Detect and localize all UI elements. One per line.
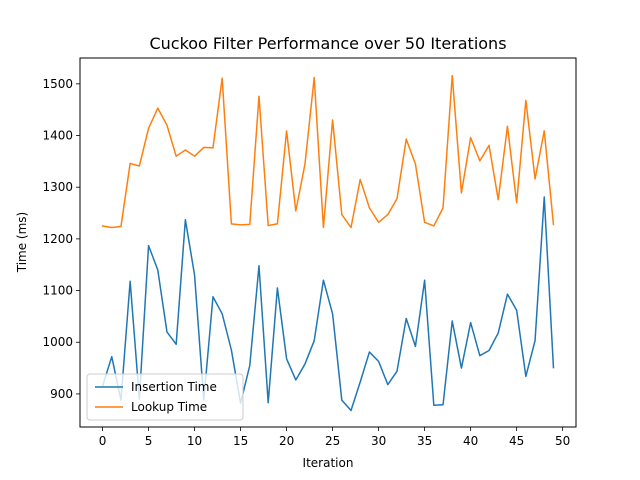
series-line-lookup-time <box>101 74 555 229</box>
series-line-insertion-time <box>101 196 555 412</box>
legend-box <box>86 373 244 421</box>
y-tick-label: 1000 <box>42 335 73 349</box>
plot-frame <box>79 57 577 428</box>
y-tick-label: 1500 <box>42 77 73 91</box>
y-tick-label: 1300 <box>42 180 73 194</box>
x-tick-label: 5 <box>145 434 153 448</box>
legend: Insertion Time Lookup Time <box>86 373 244 421</box>
legend-label: Lookup Time <box>131 400 207 414</box>
x-tick-label: 40 <box>463 434 478 448</box>
x-tick-label: 35 <box>417 434 432 448</box>
x-tick-label: 25 <box>325 434 340 448</box>
x-tick-label: 50 <box>555 434 570 448</box>
x-tick-label: 20 <box>279 434 294 448</box>
x-axis: 0 5 10 15 20 25 30 35 40 45 50 <box>99 427 570 448</box>
series-layer <box>101 74 555 412</box>
y-tick-label: 1400 <box>42 129 73 143</box>
x-tick-label: 45 <box>509 434 524 448</box>
x-axis-label: Iteration <box>303 456 354 470</box>
legend-label: Insertion Time <box>131 380 217 394</box>
y-tick-label: 1200 <box>42 232 73 246</box>
x-tick-label: 10 <box>187 434 202 448</box>
x-tick-label: 15 <box>233 434 248 448</box>
y-axis: 900 1000 1100 1200 1300 1400 1500 <box>42 77 80 401</box>
y-tick-label: 1100 <box>42 284 73 298</box>
chart-title: Cuckoo Filter Performance over 50 Iterat… <box>149 34 506 53</box>
x-tick-label: 30 <box>371 434 386 448</box>
y-tick-label: 900 <box>50 387 73 401</box>
y-axis-label: Time (ms) <box>15 212 29 274</box>
x-tick-label: 0 <box>99 434 107 448</box>
